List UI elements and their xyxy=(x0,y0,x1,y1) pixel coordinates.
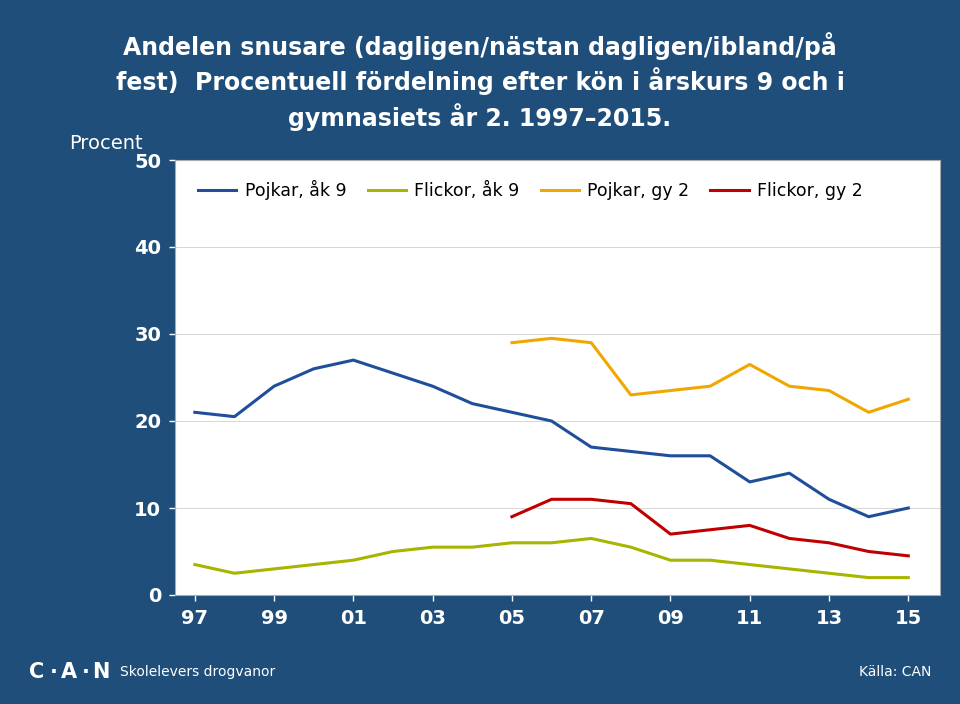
Text: Procent: Procent xyxy=(69,134,143,153)
Text: ·: · xyxy=(50,662,58,682)
Text: Skolelevers drogvanor: Skolelevers drogvanor xyxy=(120,665,276,679)
Text: Andelen snusare (dagligen/nästan dagligen/ibland/på
fest)  Procentuell fördelnin: Andelen snusare (dagligen/nästan daglige… xyxy=(115,32,845,132)
Legend: Pojkar, åk 9, Flickor, åk 9, Pojkar, gy 2, Flickor, gy 2: Pojkar, åk 9, Flickor, åk 9, Pojkar, gy … xyxy=(191,173,870,207)
Text: A: A xyxy=(60,662,77,682)
Text: Källa: CAN: Källa: CAN xyxy=(859,665,931,679)
Text: C: C xyxy=(29,662,44,682)
Text: ·: · xyxy=(82,662,89,682)
Text: N: N xyxy=(92,662,109,682)
